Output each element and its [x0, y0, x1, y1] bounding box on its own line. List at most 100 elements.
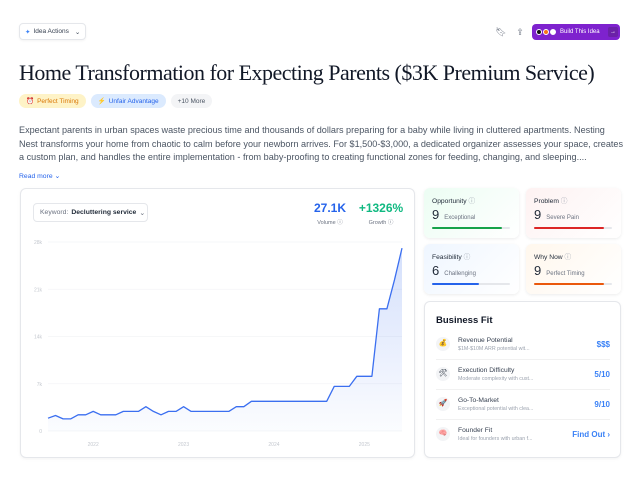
score-card-problem[interactable]: Problem ⓘ 9 Severe Pain [526, 188, 621, 238]
tag-list: ⏰ Perfect Timing ⚡ Unfair Advantage +10 Mo… [19, 94, 623, 108]
data-point[interactable] [392, 278, 396, 282]
business-fit-row: 💰 Revenue Potential $1M-$10M ARR potentia… [436, 330, 610, 358]
rocket-icon: 🚀 [436, 397, 450, 411]
data-point[interactable] [167, 409, 171, 413]
score-title: Why Now [534, 254, 563, 261]
volume-stat: 27.1K Volume ⓘ [308, 201, 352, 226]
data-point[interactable] [54, 413, 58, 417]
score-title: Opportunity [432, 198, 467, 205]
info-icon[interactable]: ⓘ [468, 198, 476, 205]
chevron-down-icon: ⌄ [139, 209, 146, 217]
money-bag-icon: 💰 [436, 337, 450, 351]
data-point[interactable] [295, 399, 299, 403]
tag-label: +10 More [177, 97, 206, 105]
row-description: $1M-$10M ARR potential wit... [458, 345, 530, 352]
data-point[interactable] [189, 409, 193, 413]
data-point[interactable] [310, 399, 314, 403]
x-tick-label: 2022 [88, 442, 99, 448]
score-value: 9 [432, 207, 440, 222]
data-point[interactable] [174, 409, 178, 413]
data-point[interactable] [46, 416, 50, 420]
y-tick-label: 14k [34, 335, 43, 341]
idea-actions-button[interactable]: ✦ Idea Actions ⌄ [19, 23, 86, 40]
score-label: Perfect Timing [546, 271, 585, 277]
data-point[interactable] [242, 405, 246, 409]
data-point[interactable] [219, 409, 223, 413]
data-point[interactable] [227, 409, 231, 413]
data-point[interactable] [76, 413, 80, 417]
data-point[interactable] [347, 384, 351, 388]
info-icon[interactable]: ⓘ [337, 220, 343, 226]
description: Expectant parents in urban spaces waste … [19, 125, 624, 163]
y-tick-label: 0 [39, 429, 42, 435]
row-title: Execution Difficulty [458, 366, 515, 374]
divider [436, 419, 610, 420]
tag-unfair-advantage[interactable]: ⚡ Unfair Advantage [90, 94, 166, 108]
data-point[interactable] [212, 409, 216, 413]
score-card-why-now[interactable]: Why Now ⓘ 9 Perfect Timing [526, 244, 621, 294]
data-point[interactable] [332, 384, 336, 388]
data-point[interactable] [129, 409, 133, 413]
score-card-feasibility[interactable]: Feasibility ⓘ 6 Challenging [424, 244, 519, 294]
volume-label: Volume [317, 220, 336, 226]
data-point[interactable] [362, 374, 366, 378]
data-point[interactable] [197, 409, 201, 413]
more-tags-button[interactable]: +10 More [170, 94, 213, 108]
data-point[interactable] [400, 246, 404, 250]
data-point[interactable] [114, 413, 118, 417]
data-point[interactable] [264, 399, 268, 403]
data-point[interactable] [84, 413, 88, 417]
divider [436, 389, 610, 390]
data-point[interactable] [159, 413, 163, 417]
data-point[interactable] [61, 417, 65, 421]
business-fit-row: 🛠 Execution Difficulty Moderate complexit… [436, 360, 610, 388]
data-point[interactable] [69, 417, 73, 421]
data-point[interactable] [151, 409, 155, 413]
info-icon[interactable]: ⓘ [463, 254, 471, 261]
data-point[interactable] [91, 409, 95, 413]
y-tick-label: 21k [34, 287, 43, 293]
build-this-idea-button[interactable]: Build This Idea → [532, 24, 620, 40]
partner-logos-icon [536, 29, 556, 35]
data-point[interactable] [340, 384, 344, 388]
x-tick-label: 2023 [178, 442, 189, 448]
data-point[interactable] [355, 374, 359, 378]
data-point[interactable] [377, 307, 381, 311]
read-more-link[interactable]: Read more ⌄ [19, 172, 60, 180]
business-fit-row: 🚀 Go-To-Market Exceptional potential with… [436, 390, 610, 418]
row-value: $$$ [596, 339, 610, 349]
y-tick-label: 7k [37, 382, 43, 388]
data-point[interactable] [99, 413, 103, 417]
tag-perfect-timing[interactable]: ⏰ Perfect Timing [19, 94, 86, 108]
data-point[interactable] [249, 399, 253, 403]
read-more-label: Read more [19, 172, 53, 180]
data-point[interactable] [136, 409, 140, 413]
data-point[interactable] [234, 405, 238, 409]
row-value[interactable]: Find Out › [572, 429, 610, 439]
data-point[interactable] [257, 399, 261, 403]
data-point[interactable] [302, 399, 306, 403]
data-point[interactable] [325, 399, 329, 403]
data-point[interactable] [204, 409, 208, 413]
data-point[interactable] [287, 399, 291, 403]
data-point[interactable] [144, 405, 148, 409]
keyword-select[interactable]: Keyword: Decluttering service ⌄ [33, 203, 148, 222]
share-icon[interactable]: ⇪ [516, 27, 524, 37]
info-icon[interactable]: ⓘ [560, 198, 568, 205]
score-card-opportunity[interactable]: Opportunity ⓘ 9 Exceptional [424, 188, 519, 238]
data-point[interactable] [317, 399, 321, 403]
info-icon[interactable]: ⓘ [564, 254, 572, 261]
info-icon[interactable]: ⓘ [387, 220, 394, 226]
data-point[interactable] [279, 399, 283, 403]
data-point[interactable] [272, 399, 276, 403]
data-point[interactable] [106, 413, 110, 417]
score-title: Problem [534, 198, 559, 205]
x-tick-label: 2024 [268, 442, 279, 448]
data-point[interactable] [182, 405, 186, 409]
volume-value: 27.1K [313, 201, 347, 215]
data-point[interactable] [121, 409, 125, 413]
data-point[interactable] [385, 307, 389, 311]
business-fit-row[interactable]: 🧠 Founder Fit Ideal for founders with urb… [436, 420, 610, 448]
data-point[interactable] [370, 374, 374, 378]
bookmark-icon[interactable]: 🔖︎ [495, 27, 507, 37]
